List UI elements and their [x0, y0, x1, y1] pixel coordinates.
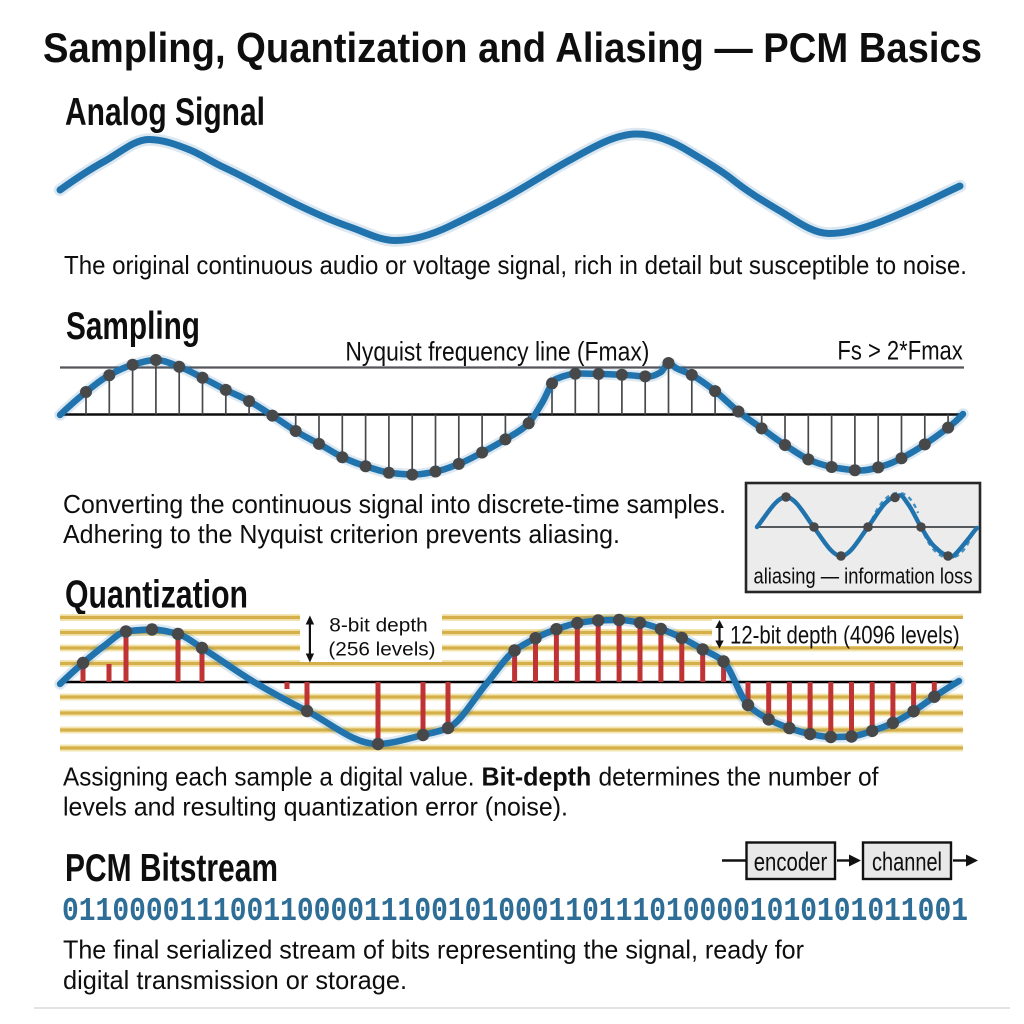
- svg-text:Nyquist frequency line (Fmax): Nyquist frequency line (Fmax): [345, 337, 649, 367]
- svg-text:aliasing — information loss: aliasing — information loss: [754, 563, 973, 588]
- svg-text:PCM Bitstream: PCM Bitstream: [65, 847, 278, 890]
- svg-text:Bit-depth: Bit-depth: [482, 762, 592, 792]
- svg-text:determines the number of: determines the number of: [599, 762, 880, 792]
- svg-text:Sampling: Sampling: [66, 305, 200, 348]
- svg-text:12-bit depth (4096 levels): 12-bit depth (4096 levels): [730, 622, 960, 650]
- svg-text:(256 levels): (256 levels): [328, 639, 435, 661]
- svg-text:Assigning each sample a digita: Assigning each sample a digital value.: [63, 762, 475, 792]
- svg-text:levels and resulting quantizat: levels and resulting quantization error …: [63, 792, 568, 822]
- svg-text:Adhering to the Nyquist criter: Adhering to the Nyquist criterion preven…: [63, 519, 620, 549]
- svg-text:encoder: encoder: [754, 847, 828, 877]
- svg-text:Analog Signal: Analog Signal: [65, 91, 265, 134]
- svg-text:Fs > 2*Fmax: Fs > 2*Fmax: [837, 335, 963, 365]
- svg-text:The original continuous audio: The original continuous audio or voltage…: [64, 250, 967, 280]
- svg-text:Quantization: Quantization: [65, 574, 248, 617]
- svg-text:Sampling, Quantization and Ali: Sampling, Quantization and Aliasing — PC…: [43, 24, 982, 71]
- svg-text:digital transmission or storag: digital transmission or storage.: [63, 965, 407, 995]
- svg-text:011000011100110000111001010001: 0110000111001100001110010100011011101000…: [62, 893, 968, 930]
- svg-text:channel: channel: [872, 847, 942, 877]
- svg-text:The final serialized stream of: The final serialized stream of bits repr…: [63, 935, 804, 965]
- svg-text:Converting the continuous sign: Converting the continuous signal into di…: [63, 489, 726, 519]
- svg-text:8-bit depth: 8-bit depth: [329, 615, 427, 637]
